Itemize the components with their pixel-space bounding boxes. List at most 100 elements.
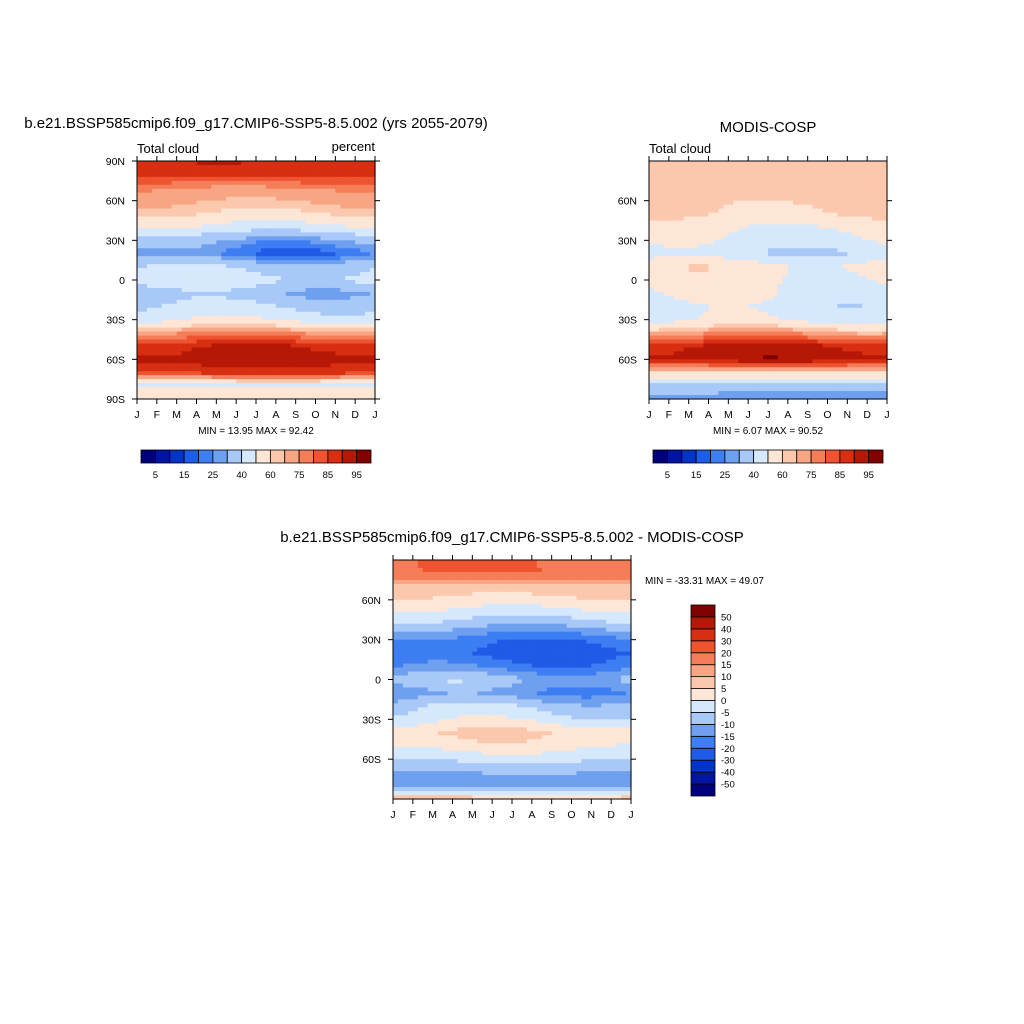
field-cell [703,164,710,170]
field-cell [295,295,302,301]
field-cell [877,236,883,241]
field-cell [355,295,361,301]
field-cell [822,192,829,198]
field-cell [310,268,317,273]
field-cell [290,359,297,364]
field-cell [852,260,858,265]
field-cell [817,224,824,230]
field-cell [817,208,824,214]
field-cell [300,260,307,265]
field-cell [847,224,853,230]
field-cell [653,161,660,166]
field-cell [698,216,705,222]
field-cell [256,347,262,352]
field-cell [842,299,848,305]
field-cell [857,208,863,214]
field-cell [355,256,361,261]
field-cell [713,172,720,178]
field-cell [176,256,183,261]
field-cell [777,280,784,285]
field-cell [842,244,848,249]
field-cell [807,192,814,198]
field-cell [758,240,764,245]
field-cell [862,161,868,166]
field-cell [867,252,873,257]
field-cell [236,212,242,218]
field-cell [191,276,198,281]
field-cell [191,379,198,384]
field-cell [285,375,292,380]
field-cell [270,196,277,202]
field-cell [782,319,789,325]
field-cell [141,276,148,281]
field-cell [753,224,759,230]
field-cell [270,204,277,210]
field-cell [320,303,327,309]
field-cell [782,272,789,277]
field-cell [141,244,148,249]
field-cell [151,212,158,218]
field-cell [653,295,660,301]
field-cell [653,315,660,321]
field-cell [310,200,317,206]
field-cell [206,216,212,222]
field-cell [211,176,217,182]
field-cell [181,295,188,301]
field-cell [231,315,237,321]
field-cell [137,204,143,210]
field-cell [693,220,700,226]
field-cell [802,232,809,237]
field-cell [708,244,715,249]
field-cell [275,212,282,218]
field-cell [882,299,888,305]
field-cell [275,192,282,198]
field-cell [246,359,252,364]
field-cell [728,188,734,194]
field-cell [847,283,853,289]
field-cell [260,256,267,261]
field-cell [668,176,675,182]
field-cell [822,204,829,210]
field-cell [280,395,287,400]
field-cell [186,188,193,194]
field-cell [330,224,336,230]
field-cell [260,180,267,186]
field-cell [181,236,188,241]
field-cell [137,367,143,372]
field-cell [728,248,734,253]
field-cell [688,200,695,206]
field-cell [723,295,729,301]
field-cell [315,379,322,384]
field-cell [300,311,307,317]
field-cell [315,283,322,289]
field-cell [315,252,322,257]
field-cell [718,212,724,218]
field-cell [812,276,819,281]
field-cell [260,323,267,329]
field-cell [221,188,227,194]
field-cell [146,283,153,289]
field-cell [683,216,690,222]
colorbar-box [241,449,257,464]
field-cell [723,260,729,265]
field-cell [315,236,322,241]
field-cell [872,291,878,297]
field-cell [300,161,307,166]
field-cell [738,260,744,265]
field-cell [320,228,327,233]
field-cell [221,299,227,305]
field-cell [807,287,814,293]
field-cell [305,379,312,384]
field-cell [708,315,715,321]
field-cell [360,240,366,245]
field-cell [822,264,829,269]
field-cell [146,276,153,281]
field-cell [817,280,824,285]
field-cell [748,212,754,218]
field-cell [693,212,700,218]
field-cell [723,212,729,218]
field-cell [658,307,665,313]
field-cell [191,228,198,233]
field-cell [335,307,341,313]
field-cell [743,307,749,313]
